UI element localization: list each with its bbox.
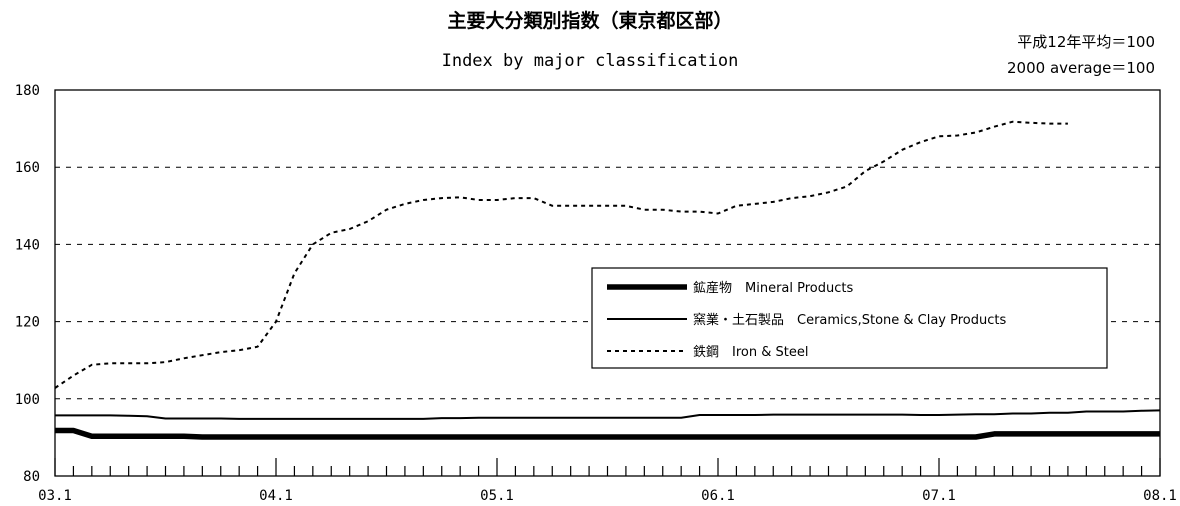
y-tick-label: 140	[15, 237, 40, 253]
base-note-en: 2000 average＝100	[1007, 59, 1155, 77]
legend-label-mineral: 鉱産物 Mineral Products	[693, 280, 853, 296]
legend: 鉱産物 Mineral Products 窯業・土石製品 Ceramics,St…	[591, 267, 1108, 369]
legend-label-iron: 鉄鋼 Iron & Steel	[693, 345, 808, 360]
axis-ticks	[54, 458, 1161, 476]
series-line-iron-steel	[54, 120, 1068, 389]
series-line-ceramics	[55, 409, 1161, 420]
chart-subtitle: Index by major classification	[442, 51, 739, 71]
x-tick-label: 07.1	[922, 488, 956, 504]
x-tick-label: 08.1	[1143, 488, 1177, 504]
tick-labels: 80 100 120 140 160 180 03.1 04.1 05.1 06.1 07.1 08.…	[15, 83, 1177, 504]
y-tick-label: 100	[15, 392, 40, 408]
x-tick-label: 03.1	[38, 488, 72, 504]
plot-frame	[54, 89, 1161, 477]
base-note-jp: 平成12年平均＝100	[1017, 33, 1155, 51]
series-lines	[54, 120, 1161, 440]
x-tick-label: 05.1	[480, 488, 514, 504]
y-tick-label: 160	[15, 160, 40, 176]
chart-title: 主要大分類別指数（東京都区部）	[447, 9, 732, 32]
x-tick-label: 06.1	[701, 488, 735, 504]
legend-label-ceramics: 窯業・土石製品 Ceramics,Stone & Clay Products	[693, 312, 1006, 328]
x-tick-label: 04.1	[259, 488, 293, 504]
y-tick-label: 120	[15, 315, 40, 331]
y-tick-label: 80	[23, 469, 40, 485]
series-line-mineral-products	[55, 427, 1160, 440]
y-tick-label: 180	[15, 83, 40, 99]
